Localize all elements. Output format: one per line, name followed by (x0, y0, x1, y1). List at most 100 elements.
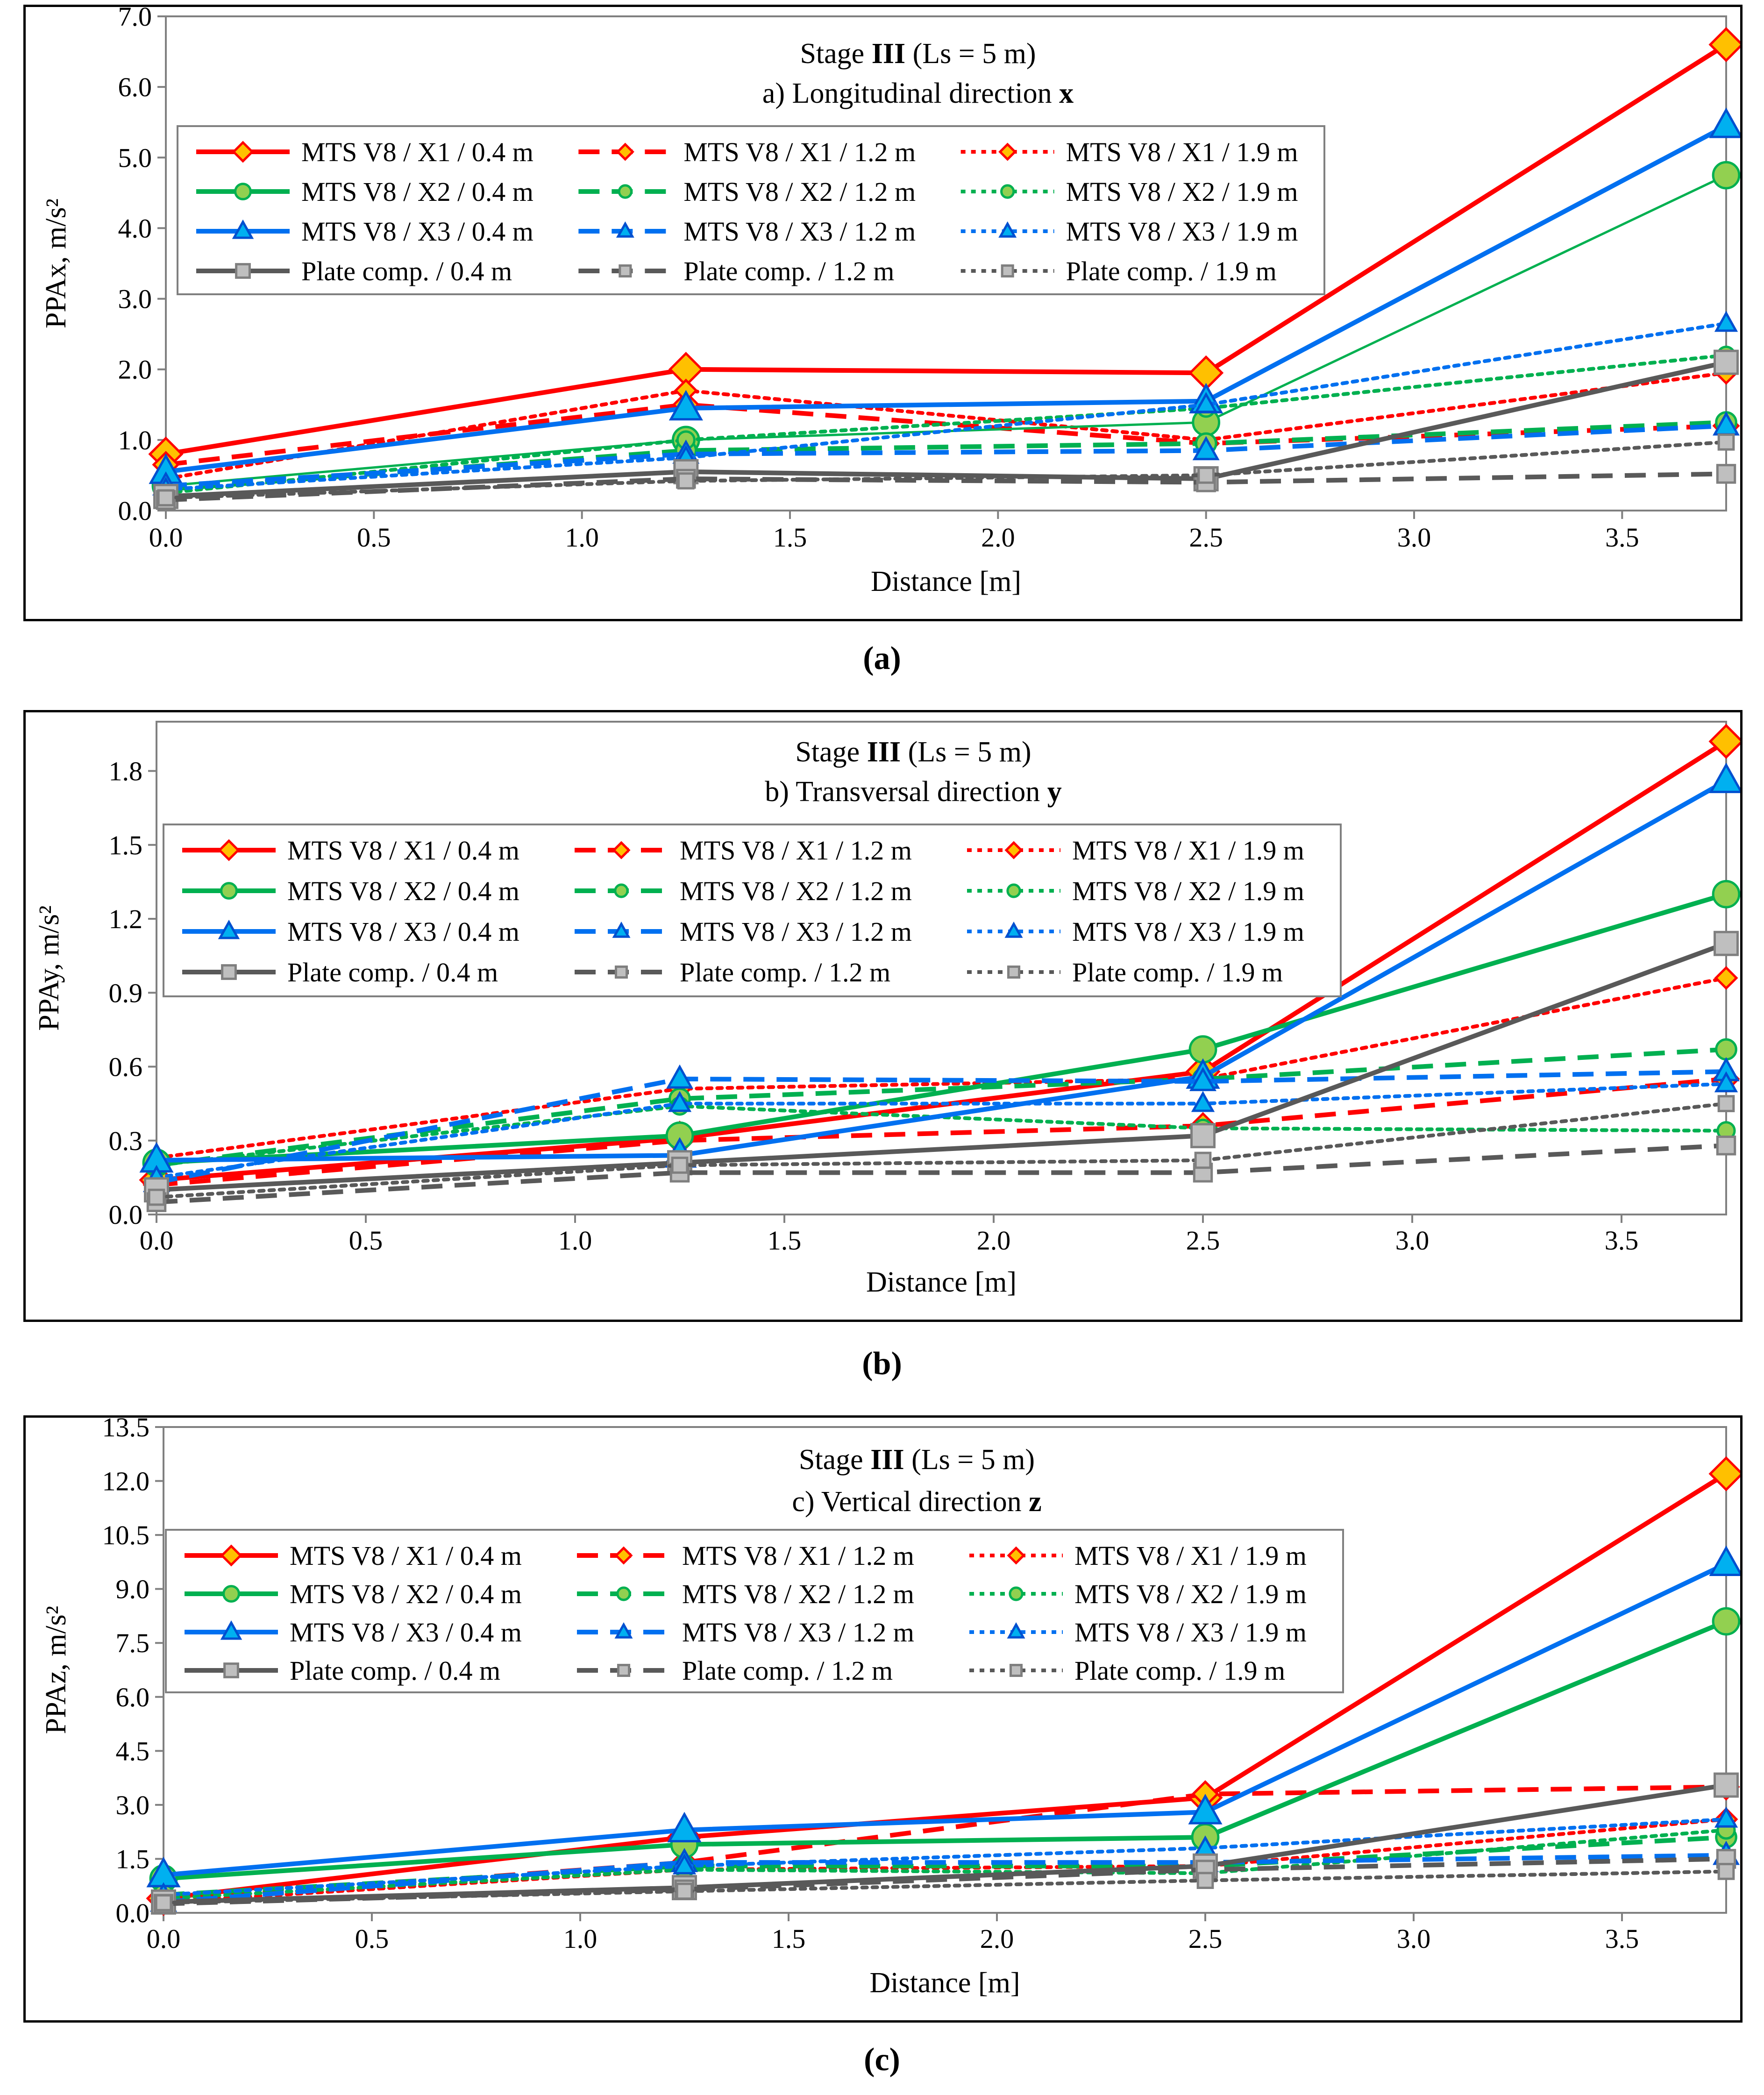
legend-swatch-marker (998, 221, 1017, 238)
x-axis-ticks: 0.0 0.5 1.0 1.5 2.0 2.5 3.0 3.5 (149, 511, 1639, 553)
series-group (146, 1456, 1740, 1916)
y-tick-label: 3.0 (116, 1790, 150, 1820)
data-point-plate-comp-1-9-m (148, 1188, 165, 1206)
x-axis-label: Distance [m] (870, 1967, 1020, 1999)
legend-swatch-marker (998, 142, 1017, 161)
data-point-plate-comp-1-9-m (1717, 1863, 1735, 1880)
title-prefix: Stage (799, 1444, 870, 1476)
series-line-mts-v8-x3-1-2-m (163, 1853, 1727, 1904)
series-line-mts-v8-x3-1-9-m (162, 1817, 1728, 1897)
data-point-mts-v8-x3-0-4-m (1709, 762, 1740, 793)
legend-entry-mts-v8-x3-1-9-m: MTS V8 / X3 / 1.9 m (1072, 916, 1304, 947)
legend-swatch-marker (616, 221, 634, 238)
y-tick-label: 0.0 (109, 1200, 143, 1230)
series-line-mts-v8-x1-0-4-m (165, 43, 1728, 457)
data-point-mts-v8-x2-0-4-m (1712, 161, 1740, 190)
legend-entry-mts-v8-x3-1-2-m: MTS V8 / X3 / 1.2 m (680, 916, 912, 947)
data-point-plate-comp-1-9-m (1717, 1095, 1735, 1112)
legend-entry-mts-v8-x3-1-2-m: MTS V8 / X3 / 1.2 m (683, 216, 916, 247)
data-point-mts-v8-x3-1-2-m (1192, 436, 1220, 461)
series-line-mts-v8-x3-0-4-m (163, 1562, 1728, 1878)
y-tick-label: 1.2 (109, 904, 143, 934)
x-tick-label: 1.5 (768, 1225, 802, 1256)
legend-swatch-marker (1009, 1586, 1024, 1601)
y-tick-label: 4.5 (116, 1736, 150, 1766)
legend-swatch-marker (220, 1544, 242, 1567)
title-direction: a) Longitudinal direction (762, 78, 1059, 109)
data-point-mts-v8-x3-0-4-m (1709, 107, 1740, 138)
caption-c: (c) (864, 2042, 900, 2078)
x-tick-label: 0.5 (355, 1924, 389, 1954)
legend-swatch-marker (232, 141, 254, 163)
series-line-mts-v8-x3-1-9-m (164, 321, 1728, 491)
legend-entry-mts-v8-x1-0-4-m: MTS V8 / X1 / 0.4 m (287, 835, 519, 866)
legend-entry-mts-v8-x1-0-4-m: MTS V8 / X1 / 0.4 m (290, 1541, 522, 1571)
x-tick-label: 0.0 (149, 522, 183, 553)
legend-entry-mts-v8-x3-1-9-m: MTS V8 / X3 / 1.9 m (1074, 1617, 1307, 1648)
data-point-mts-v8-x1-1-9-m (1714, 966, 1738, 990)
chart-panel-a: 0.0 1.0 2.0 3.0 4.0 5.0 6.0 7.0 0.0 0.5 1.0 1.5 2.0 2… (23, 5, 1743, 621)
y-tick-label: 1.5 (116, 1844, 150, 1874)
legend-box (163, 824, 1342, 997)
title-axis-bold: x (1059, 78, 1074, 109)
data-point-mts-v8-x3-1-9-m (1194, 392, 1218, 413)
data-point-plate-comp-1-9-m (677, 472, 695, 490)
legend-swatch-marker (1006, 883, 1021, 898)
series-line-plate-comp-0-4-m (163, 1783, 1727, 1904)
legend-entry-plate-comp-1-9-m: Plate comp. / 1.9 m (1074, 1655, 1285, 1686)
series-group (139, 724, 1740, 1212)
data-point-mts-v8-x3-0-4-m (1188, 1794, 1223, 1825)
x-axis-label: Distance [m] (871, 566, 1021, 597)
legend-entry-plate-comp-1-9-m: Plate comp. / 1.9 m (1072, 957, 1283, 987)
x-tick-label: 3.5 (1605, 1924, 1639, 1954)
plot-area (165, 15, 1727, 511)
y-axis-label: PPAx, m/s² (40, 199, 72, 328)
legend-entry-mts-v8-x2-1-9-m: MTS V8 / X2 / 1.9 m (1074, 1579, 1307, 1609)
data-point-plate-comp-0-4-m (1714, 1772, 1739, 1798)
data-point-mts-v8-x3-1-2-m (666, 1064, 693, 1089)
legend-entry-plate-comp-1-9-m: Plate comp. / 1.9 m (1066, 256, 1277, 286)
legend-entry-mts-v8-x1-1-9-m: MTS V8 / X1 / 1.9 m (1066, 137, 1298, 167)
y-tick-label: 5.0 (118, 142, 152, 173)
title-stage-bold: III (867, 736, 901, 768)
x-tick-label: 2.5 (1188, 1924, 1223, 1954)
legend: MTS V8 / X1 / 0.4 m MTS V8 / X1 / 1.2 m MT… (165, 1529, 1344, 1693)
y-tick-label: 0.3 (109, 1126, 143, 1156)
series-line-plate-comp-1-9-m (155, 1101, 1728, 1200)
x-tick-label: 0.5 (357, 522, 391, 553)
legend-entry-mts-v8-x1-1-2-m: MTS V8 / X1 / 1.2 m (680, 835, 912, 866)
x-tick-label: 3.0 (1397, 1924, 1431, 1954)
y-axis-ticks: 0.0 1.0 2.0 3.0 4.0 5.0 6.0 7.0 (118, 7, 166, 526)
chart-title-line2: c) Vertical direction z (792, 1486, 1041, 1518)
series-line-mts-v8-x3-1-2-m (156, 1069, 1727, 1185)
data-point-plate-comp-1-9-m (1197, 467, 1215, 484)
data-point-plate-comp-0-4-m (1714, 349, 1739, 375)
legend-swatch-marker (616, 142, 634, 161)
y-tick-label: 9.0 (116, 1574, 150, 1605)
data-point-mts-v8-x3-0-4-m (667, 1811, 702, 1843)
chart-title-line2: a) Longitudinal direction x (762, 78, 1074, 109)
legend-entry-mts-v8-x3-0-4-m: MTS V8 / X3 / 0.4 m (301, 216, 533, 247)
title-suffix: (Ls = 5 m) (904, 1444, 1035, 1476)
y-tick-label: 10.5 (102, 1520, 150, 1550)
series-line-plate-comp-1-2-m (156, 1143, 1727, 1205)
x-tick-label: 2.0 (981, 522, 1015, 553)
x-tick-label: 2.5 (1189, 522, 1223, 553)
x-tick-label: 0.5 (349, 1225, 383, 1256)
y-tick-label: 1.8 (109, 756, 143, 787)
data-point-mts-v8-x3-1-9-m (668, 1091, 692, 1112)
title-direction: b) Transversal direction (765, 776, 1047, 808)
legend-swatch-marker (1007, 1622, 1025, 1639)
y-tick-label: 2.0 (118, 355, 152, 385)
legend-swatch-marker (235, 263, 251, 279)
legend-entry-mts-v8-x1-1-9-m: MTS V8 / X1 / 1.9 m (1072, 835, 1304, 866)
x-tick-label: 1.5 (773, 522, 807, 553)
series-line-mts-v8-x2-0-4-m (156, 892, 1727, 1165)
data-point-mts-v8-x1-0-4-m (1708, 27, 1740, 62)
x-axis-ticks: 0.0 0.5 1.0 1.5 2.0 2.5 3.0 3.5 (140, 1214, 1638, 1256)
x-tick-label: 1.0 (565, 522, 599, 553)
chart-a-svg: 0.0 1.0 2.0 3.0 4.0 5.0 6.0 7.0 0.0 0.5 1.0 1.5 2.0 2… (40, 7, 1740, 597)
legend-entry-mts-v8-x2-1-9-m: MTS V8 / X2 / 1.9 m (1072, 876, 1304, 906)
data-point-mts-v8-x1-0-4-m (1708, 724, 1740, 759)
